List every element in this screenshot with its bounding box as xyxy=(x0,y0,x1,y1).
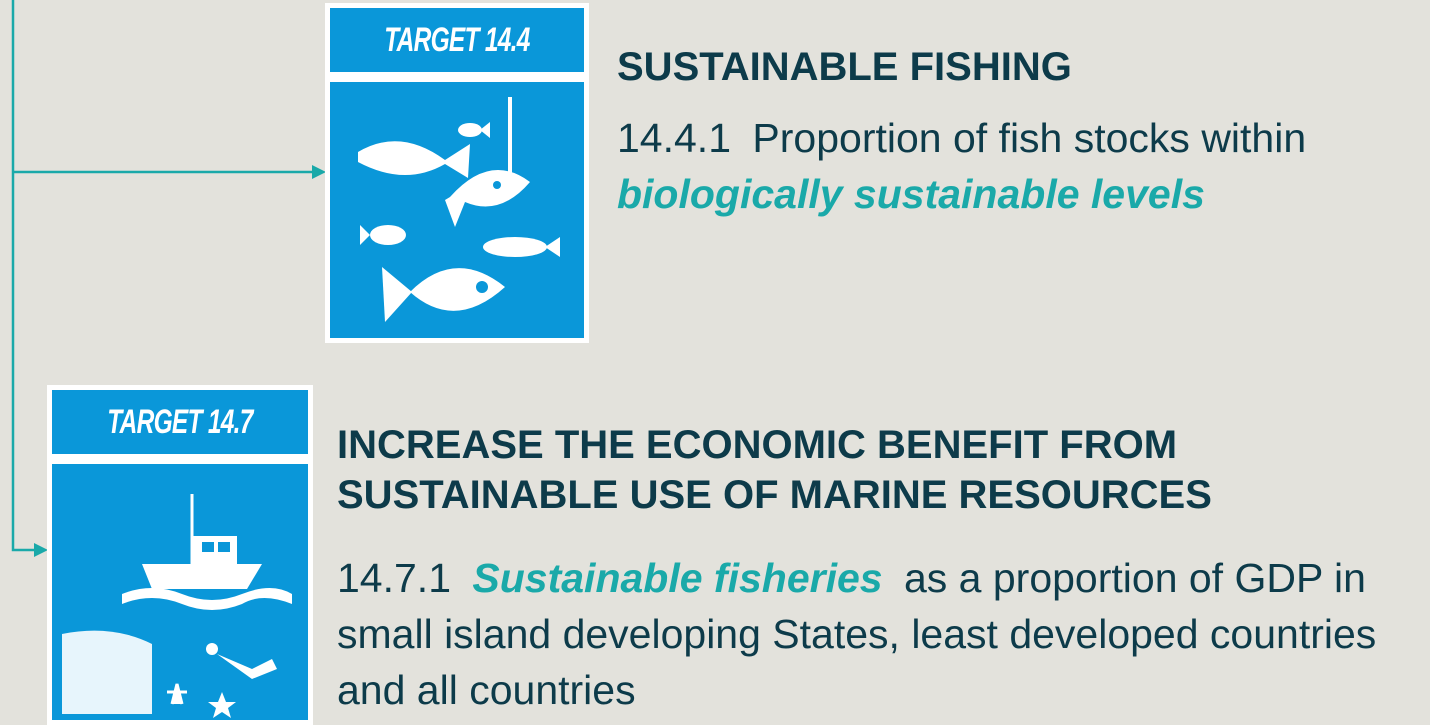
target-title: SUSTAINABLE FISHING xyxy=(617,45,1072,89)
target-badge: TARGET 14.7 xyxy=(47,385,313,725)
badge-header: TARGET 14.4 xyxy=(330,8,584,72)
indicator-text: Proportion of fish stocks within xyxy=(752,115,1307,161)
boat-icon xyxy=(62,494,292,718)
highlight-text: biologically sustainable levels xyxy=(617,171,1205,217)
indicator-text: as a proportion of GDP in small island d… xyxy=(337,555,1377,713)
indicator-code: 14.7.1 xyxy=(337,555,451,601)
connector-line xyxy=(11,0,318,552)
highlight-text: Sustainable fisheries xyxy=(472,555,883,601)
badge-icon xyxy=(52,464,308,720)
badge-header: TARGET 14.7 xyxy=(52,390,308,454)
indicator: 14.4.1 Proportion of fish stocks within … xyxy=(617,110,1347,222)
indicator-code: 14.4.1 xyxy=(617,115,731,161)
badge-icon xyxy=(330,82,584,338)
target-title: INCREASE THE ECONOMIC BENEFIT FROM SUSTA… xyxy=(337,423,1212,517)
badge-label: TARGET 14.7 xyxy=(107,402,253,441)
arrow xyxy=(34,543,48,557)
connectors xyxy=(11,0,326,557)
fish-icon xyxy=(358,97,560,322)
target-badge: TARGET 14.4 xyxy=(325,3,589,343)
arrow xyxy=(312,165,326,179)
indicator: 14.7.1 Sustainable fisheries as a propor… xyxy=(337,550,1407,718)
badge-label: TARGET 14.4 xyxy=(384,20,530,59)
